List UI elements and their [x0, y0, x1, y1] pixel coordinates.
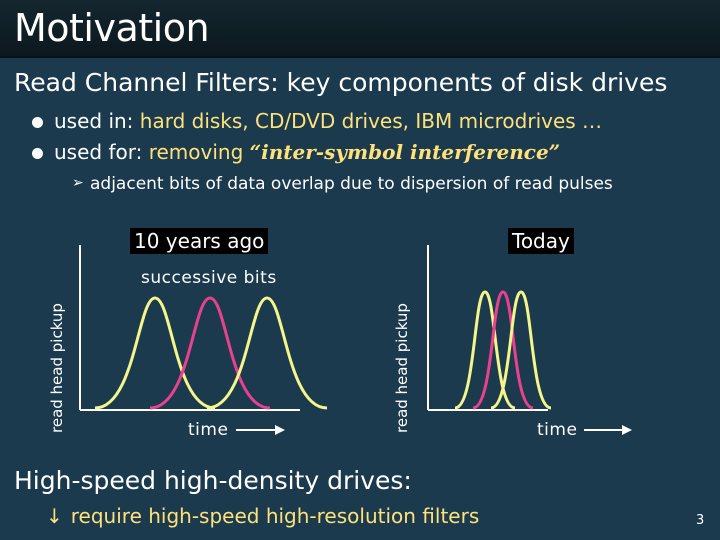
right-pulse-1 [454, 290, 516, 410]
bottom-heading: High-speed high-density drives: [14, 466, 412, 495]
title-bar: Motivation [0, 0, 720, 58]
bullet-prefix: used in: [54, 109, 140, 133]
left-panel-label: 10 years ago [130, 228, 269, 254]
bullet-dot-icon [32, 117, 43, 128]
right-pulse-3 [490, 290, 552, 410]
arrowhead-icon [275, 425, 285, 435]
left-time-label: time [188, 420, 229, 440]
arrowhead-icon [622, 425, 632, 435]
pulse-diagram [79, 245, 632, 435]
bullet-emphasis: “inter-symbol interference” [249, 140, 561, 164]
arrow-right-icon: ➢ [72, 175, 84, 191]
page-number: 3 [696, 513, 705, 528]
arrow-down-icon: ↓ [46, 504, 63, 528]
bottom-bullet-text: require high-speed high-resolution filte… [70, 504, 480, 528]
left-y-label: read head pickup [48, 303, 66, 433]
slide-title: Motivation [14, 6, 210, 50]
right-y-label: read head pickup [393, 303, 411, 433]
sub-bullet: ➢ adjacent bits of data overlap due to d… [72, 174, 613, 194]
right-panel-label: Today [508, 228, 574, 254]
sub-bullet-text: adjacent bits of data overlap due to dis… [90, 174, 613, 194]
bullet-used-in: used in: hard disks, CD/DVD drives, IBM … [32, 109, 603, 133]
bullet-prefix: used for: [54, 140, 149, 164]
bullet-dot-icon [32, 148, 43, 159]
bullet-used-for: used for: removing “inter-symbol interfe… [32, 140, 561, 164]
left-pulse-3 [206, 296, 328, 410]
bottom-bullet: ↓ require high-speed high-resolution filt… [46, 504, 479, 528]
right-time-label: time [537, 420, 578, 440]
left-pulse-2 [149, 296, 271, 410]
left-pulse-1 [94, 296, 216, 410]
successive-bits-label: successive bits [141, 268, 277, 288]
bullet-highlight: removing [148, 140, 250, 164]
right-pulse-2 [472, 290, 534, 410]
slide-subtitle: Read Channel Filters: key components of … [14, 68, 668, 97]
bullet-highlight: hard disks, CD/DVD drives, IBM microdriv… [139, 109, 603, 133]
